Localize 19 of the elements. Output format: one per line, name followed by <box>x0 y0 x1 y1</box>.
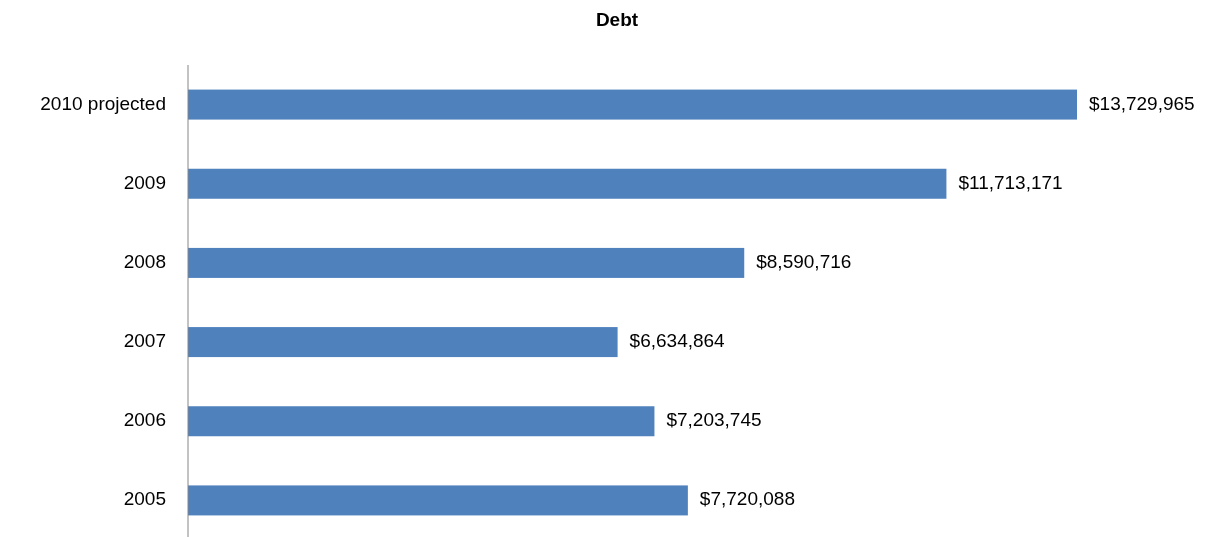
data-label: $13,729,965 <box>1089 92 1195 114</box>
bar <box>188 168 947 199</box>
bar <box>188 89 1077 120</box>
y-tick-label: 2005 <box>123 488 166 510</box>
bar <box>188 327 618 358</box>
y-tick-label: 2007 <box>123 330 166 352</box>
data-label: $8,590,716 <box>756 250 852 272</box>
y-tick-label: 2010 projected <box>40 92 166 114</box>
bar <box>188 406 655 437</box>
data-label: $11,713,171 <box>958 171 1063 193</box>
data-label: $6,634,864 <box>629 330 726 352</box>
y-tick-label: 2009 <box>123 171 166 193</box>
chart-title: Debt <box>595 9 639 30</box>
y-tick-label: 2006 <box>123 409 166 431</box>
bar <box>188 247 745 278</box>
data-label: $7,203,745 <box>666 409 762 431</box>
bar <box>188 485 688 516</box>
y-tick-label: 2008 <box>123 250 166 272</box>
data-label: $7,720,088 <box>699 488 795 510</box>
